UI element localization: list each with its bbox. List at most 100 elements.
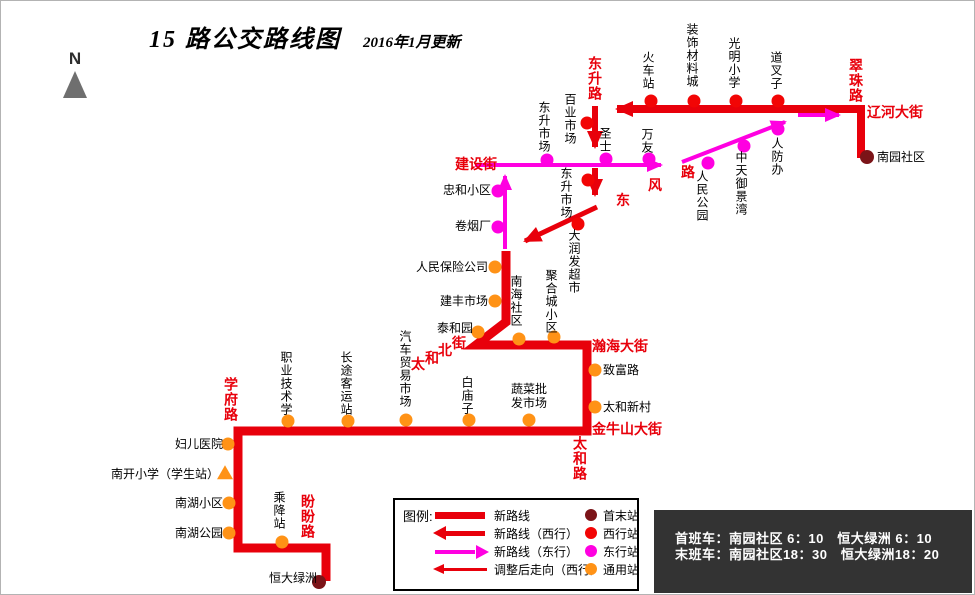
legend-line-label: 新路线 bbox=[494, 508, 531, 523]
road-label: 风 bbox=[648, 177, 662, 193]
legend-station-dot-common bbox=[585, 563, 597, 575]
first-bus-times: 首班车：南园社区 6：10 恒大绿洲 6：10 bbox=[675, 531, 933, 546]
page-subtitle: 2016年1月更新 bbox=[363, 35, 461, 51]
station-triangle-marker bbox=[217, 465, 233, 480]
road-label: 太 bbox=[411, 356, 425, 372]
road-label: 辽河大街 bbox=[867, 104, 923, 120]
station-dot bbox=[860, 150, 874, 164]
station-label: 恒大绿洲 bbox=[268, 571, 317, 585]
station-dot bbox=[341, 414, 355, 428]
station-dot bbox=[571, 217, 585, 231]
west-arrow-icon bbox=[433, 525, 489, 541]
station-label: 太和新村 bbox=[603, 400, 652, 414]
road-label: 学府路 bbox=[223, 377, 239, 422]
road-label: 东升路 bbox=[587, 56, 603, 101]
station-label: 南海社区 bbox=[509, 275, 523, 327]
station-label: 装饰材料城 bbox=[685, 23, 699, 88]
station-dot bbox=[275, 535, 289, 549]
road-label: 翠珠路 bbox=[848, 58, 864, 103]
road-label: 金牛山大街 bbox=[592, 421, 662, 437]
station-dot bbox=[222, 496, 236, 510]
station-label: 卷烟厂 bbox=[454, 219, 491, 233]
station-dot bbox=[771, 122, 785, 136]
road-label: 路 bbox=[681, 164, 695, 180]
station-dot bbox=[512, 332, 526, 346]
road-label: 建设街 bbox=[455, 156, 497, 172]
legend-station-dot-west bbox=[585, 527, 597, 539]
bar-full-icon bbox=[433, 507, 489, 523]
station-label: 道叉子 bbox=[769, 51, 783, 90]
station-label: 南湖小区 bbox=[174, 496, 223, 510]
station-label: 聚合城小区 bbox=[544, 269, 558, 334]
legend-title: 图例: bbox=[403, 509, 433, 524]
station-label: 东升市场 bbox=[537, 101, 551, 153]
station-label: 南开小学（学生站） bbox=[110, 467, 219, 481]
last-bus-times: 末班车：南园社区18：30 恒大绿洲18：20 bbox=[675, 547, 940, 562]
route-line-dongfeng-east bbox=[681, 120, 787, 164]
station-dot bbox=[399, 413, 413, 427]
legend-station-dot-east bbox=[585, 545, 597, 557]
station-label: 致富路 bbox=[603, 363, 640, 377]
station-dot bbox=[491, 220, 505, 234]
station-dot bbox=[729, 94, 743, 108]
legend-marker-label: 首末站 bbox=[603, 508, 640, 523]
station-label: 乘降站 bbox=[272, 491, 286, 530]
station-label: 人民公园 bbox=[695, 170, 709, 222]
road-label: 盼盼路 bbox=[300, 494, 316, 539]
schedule-box: 首班车：南园社区 6：10 恒大绿洲 6：10 末班车：南园社区18：30 恒大… bbox=[654, 510, 972, 593]
route-line-liaohe-west bbox=[615, 101, 865, 158]
station-dot bbox=[771, 94, 785, 108]
road-label: 街 bbox=[452, 335, 466, 351]
legend-line-label: 新路线（东行） bbox=[494, 544, 579, 559]
station-label: 百业市场 bbox=[563, 93, 577, 145]
legend-station-dot-terminal bbox=[585, 509, 597, 521]
road-label: 东 bbox=[616, 192, 630, 208]
station-dot bbox=[644, 94, 658, 108]
station-dot bbox=[737, 139, 751, 153]
station-label: 泰和园 bbox=[436, 321, 473, 335]
station-dot bbox=[547, 330, 561, 344]
station-dot bbox=[540, 153, 554, 167]
station-dot bbox=[581, 173, 595, 187]
legend-line-label: 调整后走向（西行） bbox=[494, 562, 603, 577]
station-dot bbox=[588, 400, 602, 414]
legend-marker-label: 西行站 bbox=[603, 526, 640, 541]
station-label: 大润发超市 bbox=[567, 229, 581, 294]
legend-marker-row: 通用站 bbox=[585, 560, 639, 578]
station-dot bbox=[642, 152, 656, 166]
legend-line-label: 新路线（西行） bbox=[494, 526, 579, 541]
station-label: 人民保险公司 bbox=[415, 260, 488, 274]
station-label: 圣士 bbox=[598, 127, 612, 153]
station-label: 白庙子 bbox=[460, 376, 474, 415]
station-dot bbox=[312, 575, 326, 589]
route-line-adjusted-west bbox=[523, 204, 599, 244]
adjust-arrow-icon bbox=[433, 561, 489, 577]
east-arrow-icon bbox=[433, 543, 489, 559]
title-bar: 15 路公交路线图 2016年1月更新 bbox=[149, 19, 461, 54]
station-label: 蔬菜批 发市场 bbox=[511, 382, 548, 410]
station-dot bbox=[522, 413, 536, 427]
station-dot bbox=[462, 413, 476, 427]
station-dot bbox=[281, 414, 295, 428]
station-label: 火车站 bbox=[641, 51, 655, 90]
station-label: 南园社区 bbox=[877, 150, 926, 164]
station-dot bbox=[488, 260, 502, 274]
legend-line-row: 新路线（西行） bbox=[433, 524, 602, 542]
station-label: 汽车贸易市场 bbox=[398, 330, 412, 408]
station-dot bbox=[588, 363, 602, 377]
legend-marker-label: 东行站 bbox=[603, 544, 640, 559]
legend-box: 图例: 新路线新路线（西行） 新路线（东行） 调整后走向（西行） 首末站西行站东行站… bbox=[393, 498, 639, 591]
road-label: 瀚海大街 bbox=[592, 338, 648, 354]
road-label: 北 bbox=[438, 342, 452, 358]
station-label: 忠和小区 bbox=[442, 183, 491, 197]
legend-marker-items: 首末站西行站东行站 通用站 bbox=[585, 506, 639, 578]
station-label: 建丰市场 bbox=[439, 294, 488, 308]
station-dot bbox=[491, 184, 505, 198]
page-title: 15 路公交路线图 bbox=[149, 27, 341, 53]
station-dot bbox=[471, 325, 485, 339]
north-arrow-icon bbox=[63, 71, 87, 98]
legend-line-row: 调整后走向（西行） bbox=[433, 560, 602, 578]
legend-marker-row: 东行站 bbox=[585, 542, 639, 560]
